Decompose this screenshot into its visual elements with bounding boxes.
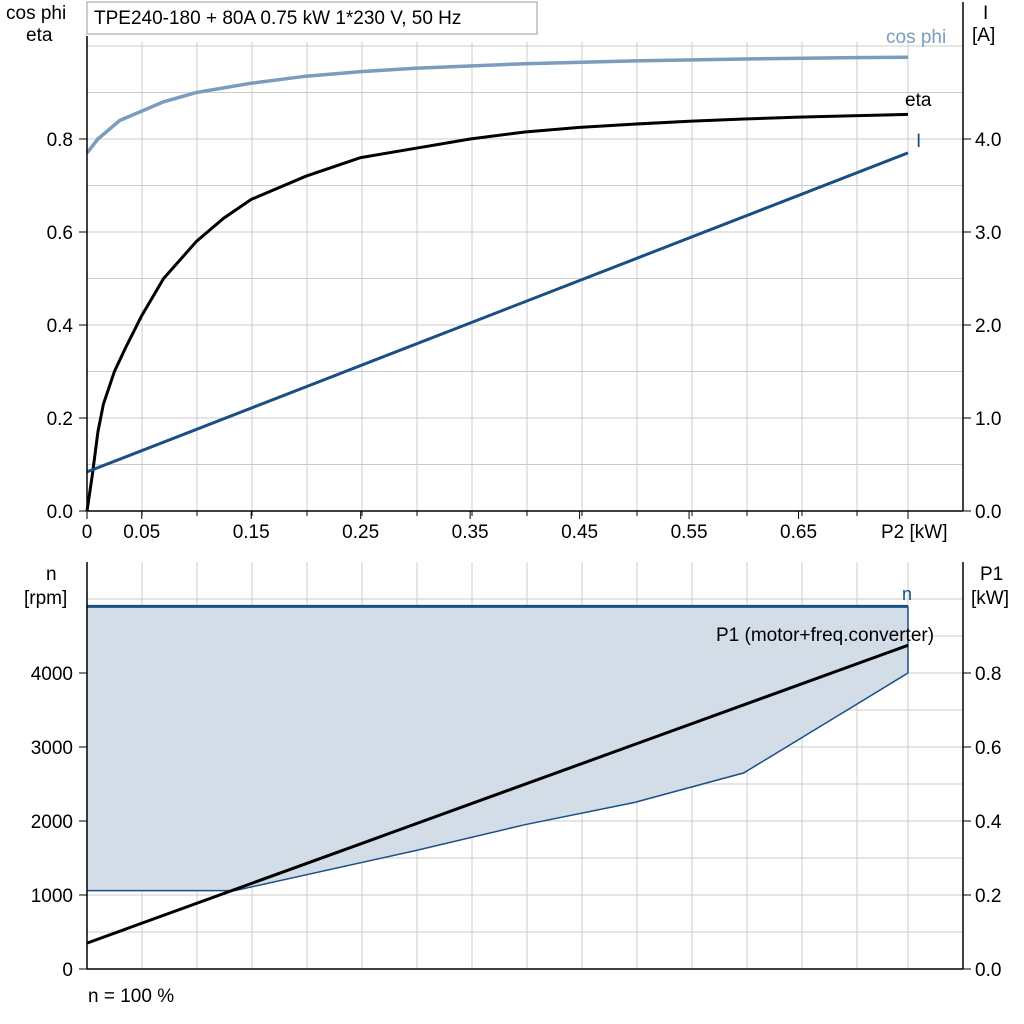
upper-x-tick-label: 0.65 (780, 522, 817, 543)
lower-left-axis-title-2: [rpm] (24, 588, 67, 609)
lower-area (87, 606, 908, 891)
lower-right-axis-title-1: P1 (980, 564, 1003, 585)
upper-left-axis-title-2: eta (26, 25, 53, 46)
speed-footer-label: n = 100 % (88, 986, 174, 1007)
lower-right-axis-title-2: [kW] (971, 588, 1009, 609)
axes (86, 2, 964, 970)
lower-left-tick-label: 4000 (31, 664, 73, 685)
series-line-P1 (86, 643, 909, 945)
upper-right-tick-label: 0.0 (975, 502, 1001, 523)
tick-labels: 0.0 0.2 0.4 0.6 0.8 0.0 1.0 2.0 3.0 4.0 0 0.05 0.15 0… (31, 130, 1002, 981)
upper-right-tick-label: 4.0 (975, 130, 1001, 151)
chart-title: TPE240-180 + 80A 0.75 kW 1*230 V, 50 Hz (94, 8, 461, 29)
series-label-n: n (902, 584, 912, 604)
lower-left-tick-label: 1000 (31, 886, 73, 907)
series-label-cos-phi: cos phi (886, 27, 946, 48)
upper-left-tick-label: 0.6 (47, 223, 73, 244)
upper-x-tick-label: 0.35 (452, 522, 489, 543)
series-label-eta: eta (905, 90, 932, 111)
series-label-P1: P1 (motor+freq.converter) (716, 625, 934, 646)
lower-right-tick-label: 0.4 (975, 812, 1002, 833)
upper-right-tick-label: 1.0 (975, 409, 1001, 430)
upper-right-axis-title-2: [A] (972, 25, 995, 46)
lower-left-tick-label: 3000 (31, 738, 73, 759)
series-line-cos-phi (85, 55, 909, 154)
upper-left-tick-label: 0.4 (47, 316, 74, 337)
series-label-I: I (916, 131, 921, 152)
lower-series: n P1 (motor+freq.converter) (86, 584, 934, 945)
lower-left-tick-label: 0 (62, 960, 73, 981)
lower-right-tick-label: 0.6 (975, 738, 1001, 759)
lower-right-tick-label: 0.8 (975, 664, 1001, 685)
lower-left-tick-label: 2000 (31, 812, 73, 833)
upper-right-tick-label: 2.0 (975, 316, 1001, 337)
lower-left-axis-title-1: n (46, 564, 57, 585)
upper-series: cos phi eta I (85, 27, 946, 512)
lower-right-tick-label: 0.0 (975, 960, 1001, 981)
upper-x-tick-label: 0 (82, 522, 93, 543)
upper-right-axis-title-1: I (983, 3, 988, 24)
upper-grid (86, 42, 963, 511)
upper-left-tick-label: 0.8 (47, 130, 73, 151)
upper-left-tick-label: 0.2 (47, 409, 73, 430)
upper-x-tick-label: 0.25 (342, 522, 379, 543)
upper-x-tick-label: 0.55 (671, 522, 708, 543)
upper-left-tick-label: 0.0 (47, 502, 73, 523)
upper-x-tick-label: P2 [kW] (881, 522, 948, 543)
speed-range-area (87, 606, 908, 891)
upper-right-tick-label: 3.0 (975, 223, 1001, 244)
series-line-eta (85, 112, 909, 512)
title-box (86, 1, 538, 35)
upper-left-axis-title-1: cos phi (6, 3, 66, 24)
lower-right-tick-label: 0.2 (975, 886, 1001, 907)
upper-x-tick-label: 0.45 (561, 522, 598, 543)
upper-x-tick-label: 0.05 (123, 522, 160, 543)
series-line-I (86, 151, 909, 474)
upper-x-tick-label: 0.15 (233, 522, 270, 543)
